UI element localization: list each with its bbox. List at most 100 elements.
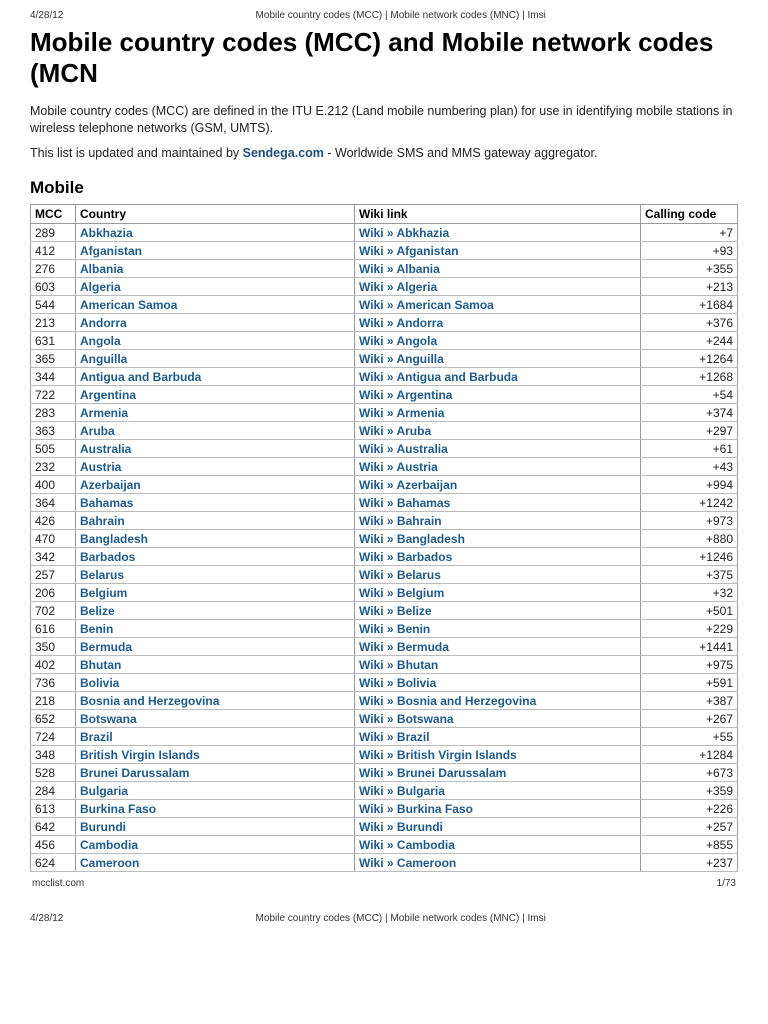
cell-mcc: 722 xyxy=(31,386,76,404)
country-link[interactable]: Bahamas xyxy=(80,496,133,510)
table-row: 736BoliviaWiki » Bolivia+591 xyxy=(31,674,738,692)
country-link[interactable]: Andorra xyxy=(80,316,127,330)
country-link[interactable]: Algeria xyxy=(80,280,121,294)
country-link[interactable]: British Virgin Islands xyxy=(80,748,200,762)
country-link[interactable]: Bermuda xyxy=(80,640,132,654)
wiki-link[interactable]: Wiki » Bhutan xyxy=(359,658,438,672)
country-link[interactable]: Austria xyxy=(80,460,121,474)
wiki-link[interactable]: Wiki » Brunei Darussalam xyxy=(359,766,506,780)
wiki-link[interactable]: Wiki » Bahamas xyxy=(359,496,450,510)
wiki-link[interactable]: Wiki » Belize xyxy=(359,604,432,618)
wiki-link[interactable]: Wiki » Andorra xyxy=(359,316,443,330)
country-link[interactable]: Azerbaijan xyxy=(80,478,141,492)
cell-country: Botswana xyxy=(76,710,355,728)
country-link[interactable]: Cameroon xyxy=(80,856,139,870)
wiki-link[interactable]: Wiki » Botswana xyxy=(359,712,454,726)
wiki-link[interactable]: Wiki » Aruba xyxy=(359,424,431,438)
country-link[interactable]: Anguilla xyxy=(80,352,127,366)
print-footer: mcclist.com 1/73 xyxy=(30,878,738,889)
country-link[interactable]: Belize xyxy=(80,604,115,618)
wiki-link[interactable]: Wiki » Cameroon xyxy=(359,856,456,870)
table-row: 218Bosnia and HerzegovinaWiki » Bosnia a… xyxy=(31,692,738,710)
table-row: 348British Virgin IslandsWiki » British … xyxy=(31,746,738,764)
country-link[interactable]: Burkina Faso xyxy=(80,802,156,816)
cell-mcc: 456 xyxy=(31,836,76,854)
cell-mcc: 289 xyxy=(31,224,76,242)
wiki-link[interactable]: Wiki » Australia xyxy=(359,442,448,456)
wiki-link[interactable]: Wiki » Bangladesh xyxy=(359,532,465,546)
country-link[interactable]: Abkhazia xyxy=(80,226,133,240)
country-link[interactable]: Argentina xyxy=(80,388,136,402)
wiki-link[interactable]: Wiki » Albania xyxy=(359,262,440,276)
country-link[interactable]: Cambodia xyxy=(80,838,138,852)
country-link[interactable]: Angola xyxy=(80,334,121,348)
wiki-link[interactable]: Wiki » Burundi xyxy=(359,820,443,834)
country-link[interactable]: Belarus xyxy=(80,568,124,582)
wiki-link[interactable]: Wiki » Cambodia xyxy=(359,838,455,852)
cell-country: Antigua and Barbuda xyxy=(76,368,355,386)
country-link[interactable]: Australia xyxy=(80,442,131,456)
cell-wiki: Wiki » Armenia xyxy=(355,404,641,422)
country-link[interactable]: Benin xyxy=(80,622,113,636)
page-1: 4/28/12 Mobile country codes (MCC) | Mob… xyxy=(0,0,768,893)
wiki-link[interactable]: Wiki » Bolivia xyxy=(359,676,436,690)
wiki-link[interactable]: Wiki » Bermuda xyxy=(359,640,449,654)
country-link[interactable]: Bahrain xyxy=(80,514,125,528)
cell-country: Bahrain xyxy=(76,512,355,530)
country-link[interactable]: Bolivia xyxy=(80,676,119,690)
wiki-link[interactable]: Wiki » British Virgin Islands xyxy=(359,748,517,762)
wiki-link[interactable]: Wiki » Azerbaijan xyxy=(359,478,457,492)
country-link[interactable]: Burundi xyxy=(80,820,126,834)
country-link[interactable]: Bulgaria xyxy=(80,784,128,798)
wiki-link[interactable]: Wiki » Bahrain xyxy=(359,514,442,528)
page-title: Mobile country codes (MCC) and Mobile ne… xyxy=(30,27,738,89)
cell-country: Australia xyxy=(76,440,355,458)
country-link[interactable]: Brunei Darussalam xyxy=(80,766,189,780)
country-link[interactable]: Belgium xyxy=(80,586,127,600)
col-mcc: MCC xyxy=(31,205,76,224)
cell-mcc: 528 xyxy=(31,764,76,782)
wiki-link[interactable]: Wiki » Belgium xyxy=(359,586,444,600)
country-link[interactable]: Bangladesh xyxy=(80,532,148,546)
cell-calling-code: +1268 xyxy=(641,368,738,386)
cell-country: Cameroon xyxy=(76,854,355,872)
cell-wiki: Wiki » British Virgin Islands xyxy=(355,746,641,764)
wiki-link[interactable]: Wiki » Bulgaria xyxy=(359,784,445,798)
print-header: 4/28/12 Mobile country codes (MCC) | Mob… xyxy=(30,10,738,21)
wiki-link[interactable]: Wiki » Austria xyxy=(359,460,438,474)
country-link[interactable]: Bhutan xyxy=(80,658,121,672)
country-link[interactable]: Aruba xyxy=(80,424,115,438)
wiki-link[interactable]: Wiki » Angola xyxy=(359,334,437,348)
country-link[interactable]: Armenia xyxy=(80,406,128,420)
wiki-link[interactable]: Wiki » Barbados xyxy=(359,550,452,564)
wiki-link[interactable]: Wiki » Burkina Faso xyxy=(359,802,473,816)
country-link[interactable]: Bosnia and Herzegovina xyxy=(80,694,219,708)
country-link[interactable]: Afganistan xyxy=(80,244,142,258)
wiki-link[interactable]: Wiki » Abkhazia xyxy=(359,226,449,240)
wiki-link[interactable]: Wiki » American Samoa xyxy=(359,298,494,312)
table-row: 283ArmeniaWiki » Armenia+374 xyxy=(31,404,738,422)
country-link[interactable]: American Samoa xyxy=(80,298,177,312)
wiki-link[interactable]: Wiki » Benin xyxy=(359,622,430,636)
country-link[interactable]: Botswana xyxy=(80,712,137,726)
wiki-link[interactable]: Wiki » Bosnia and Herzegovina xyxy=(359,694,536,708)
cell-calling-code: +359 xyxy=(641,782,738,800)
country-link[interactable]: Albania xyxy=(80,262,123,276)
cell-wiki: Wiki » Bahrain xyxy=(355,512,641,530)
cell-country: American Samoa xyxy=(76,296,355,314)
cell-wiki: Wiki » Austria xyxy=(355,458,641,476)
country-link[interactable]: Antigua and Barbuda xyxy=(80,370,201,384)
wiki-link[interactable]: Wiki » Argentina xyxy=(359,388,452,402)
wiki-link[interactable]: Wiki » Armenia xyxy=(359,406,444,420)
wiki-link[interactable]: Wiki » Algeria xyxy=(359,280,437,294)
wiki-link[interactable]: Wiki » Belarus xyxy=(359,568,441,582)
country-link[interactable]: Brazil xyxy=(80,730,113,744)
wiki-link[interactable]: Wiki » Afganistan xyxy=(359,244,458,258)
cell-mcc: 624 xyxy=(31,854,76,872)
sendega-link[interactable]: Sendega.com xyxy=(243,146,324,160)
wiki-link[interactable]: Wiki » Anguilla xyxy=(359,352,444,366)
wiki-link[interactable]: Wiki » Brazil xyxy=(359,730,430,744)
country-link[interactable]: Barbados xyxy=(80,550,135,564)
wiki-link[interactable]: Wiki » Antigua and Barbuda xyxy=(359,370,518,384)
intro-paragraph-1: Mobile country codes (MCC) are defined i… xyxy=(30,103,738,137)
